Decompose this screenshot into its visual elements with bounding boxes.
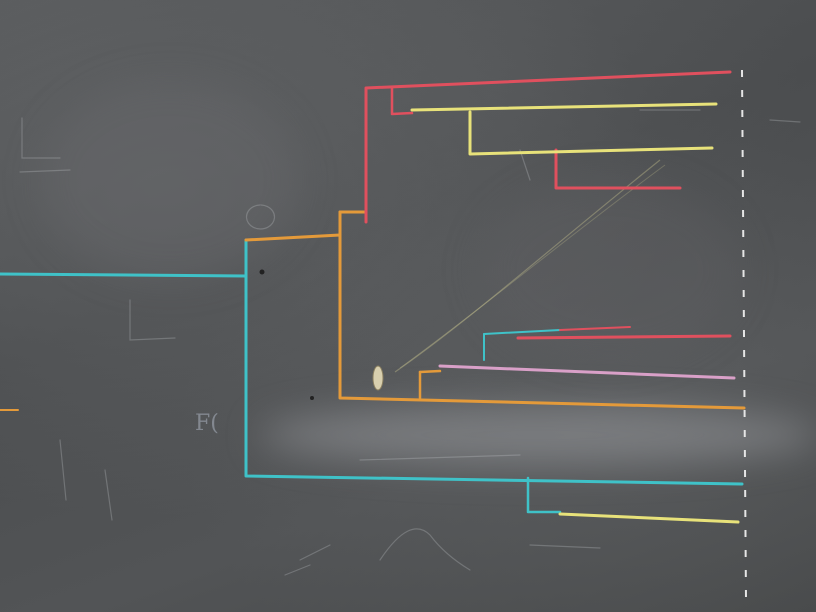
faint-mark xyxy=(129,299,176,341)
cyan-horizontal-left xyxy=(0,272,248,278)
faint-erased-marks: F( xyxy=(19,109,801,576)
orange-top-connector xyxy=(244,233,342,242)
orange-chalk-lines xyxy=(0,210,746,411)
cyan-small-bracket xyxy=(526,476,562,514)
yellow-bottom-line xyxy=(558,512,740,524)
faint-bell-curve xyxy=(379,528,471,571)
faint-circle xyxy=(245,204,276,230)
red-lower-bracket xyxy=(554,148,682,190)
chalk-piece-icon xyxy=(372,365,384,391)
faint-diagonal-stroke xyxy=(394,159,661,373)
board-dot xyxy=(259,269,265,275)
red-chalk-lines xyxy=(364,70,732,340)
red-short-line xyxy=(559,326,631,331)
erased-smudge xyxy=(480,180,740,360)
faint-mark xyxy=(529,544,601,549)
faint-mark xyxy=(104,469,113,521)
red-inner-bracket xyxy=(390,86,414,116)
yellow-chalk-lines xyxy=(410,102,740,524)
board-dot xyxy=(310,396,314,400)
faint-diagonal-stroke xyxy=(399,164,666,369)
pink-line xyxy=(438,364,736,380)
orange-bracket xyxy=(338,210,746,410)
faint-chalk-letters: F( xyxy=(195,411,219,436)
erased-smudge xyxy=(260,405,816,465)
yellow-bracket xyxy=(468,110,714,156)
faint-mark xyxy=(359,454,521,461)
faint-mark xyxy=(284,564,311,576)
faint-mark xyxy=(769,119,801,123)
cyan-bracket xyxy=(244,238,744,486)
faint-bracket xyxy=(21,117,61,159)
faint-mark xyxy=(519,149,531,181)
erased-smudge xyxy=(40,80,300,280)
dashed-vertical-line xyxy=(741,69,747,601)
yellow-top-line xyxy=(410,102,718,112)
orange-inner-short xyxy=(418,369,442,374)
red-right-line xyxy=(516,334,732,340)
red-top-bracket xyxy=(364,70,732,224)
pink-chalk-lines xyxy=(438,364,736,380)
cyan-short-line xyxy=(483,329,561,335)
faint-mark xyxy=(19,169,71,173)
faint-mark xyxy=(299,544,331,561)
faint-mark xyxy=(59,439,67,501)
cyan-chalk-lines xyxy=(0,238,744,514)
